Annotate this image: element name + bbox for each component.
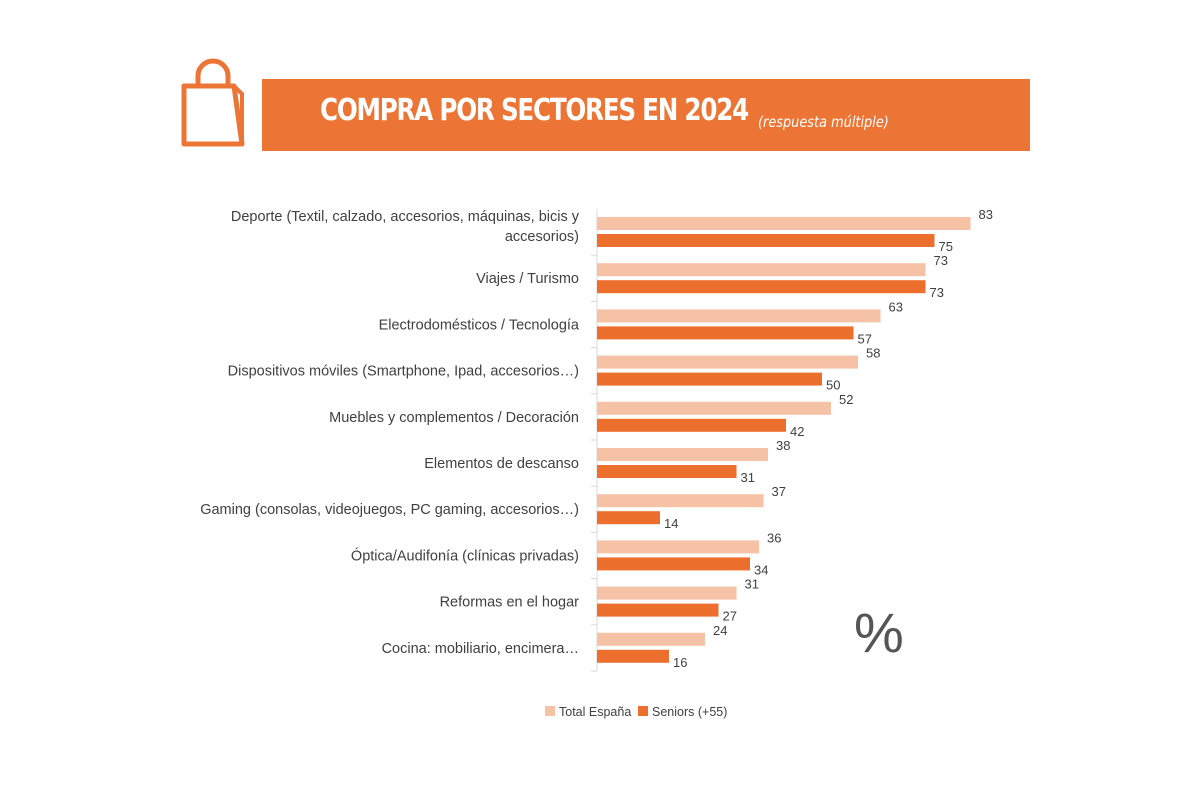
bar-seniors [597,649,669,663]
legend-swatch [545,706,555,716]
data-label: 42 [790,424,804,439]
data-label: 36 [767,530,781,545]
bar-seniors [597,326,854,340]
category-label: Cocina: mobiliario, encimera… [382,641,579,657]
legend-label: Total España [559,705,631,719]
bar-total [597,586,737,600]
data-label: 37 [772,484,786,499]
data-label: 16 [673,655,687,670]
chart-subtitle: (respuesta múltiple) [758,113,889,131]
bar-seniors [597,372,822,386]
bar-total [597,632,705,646]
bar-total [597,309,881,323]
data-label: 75 [939,239,953,254]
category-label: Viajes / Turismo [476,271,579,287]
title-banner: COMPRA POR SECTORES EN 2024 (respuesta m… [262,79,1030,151]
bar-seniors [597,603,719,617]
legend-swatch [638,706,648,716]
bar-seniors [597,465,737,478]
data-label: 52 [839,392,853,407]
data-label: 31 [745,577,759,592]
bar-total [597,448,768,461]
bar-seniors [597,280,926,294]
data-label: 27 [723,609,737,624]
category-label: Muebles y complementos / Decoración [329,410,579,426]
bar-total [597,494,764,508]
chart-title: COMPRA POR SECTORES EN 2024 [320,93,749,128]
bar-seniors [597,234,935,247]
data-label: 57 [858,331,872,346]
data-label: 50 [826,378,840,393]
category-label: Gaming (consolas, videojuegos, PC gaming… [200,502,579,518]
data-label: 38 [776,438,790,453]
bar-total [597,217,971,230]
category-label: Dispositivos móviles (Smartphone, Ipad, … [228,364,579,380]
category-label: Elementos de descanso [424,456,579,472]
data-label: 83 [979,207,993,222]
data-label: 34 [754,562,768,577]
percent-symbol: % [854,601,904,664]
bar-seniors [597,557,750,571]
category-label: Deporte (Textil, calzado, accesorios, má… [231,209,580,245]
bar-total [597,401,831,415]
bar-total [597,540,759,554]
category-label: Electrodomésticos / Tecnología [379,317,580,333]
data-label: 63 [889,299,903,314]
data-label: 31 [741,470,755,485]
bar-seniors [597,511,660,525]
bar-total [597,355,858,369]
data-label: 14 [664,516,678,531]
data-label: 58 [866,346,880,361]
category-label: Reformas en el hogar [440,595,580,611]
data-label: 73 [934,253,948,268]
bar-total [597,263,926,277]
data-label: 73 [930,285,944,300]
legend-label: Seniors (+55) [652,705,727,719]
category-label: Óptica/Audifonía (clínicas privadas) [351,547,579,564]
bar-seniors [597,418,786,432]
data-label: 24 [713,623,727,638]
shopping-bag-icon [181,58,245,147]
